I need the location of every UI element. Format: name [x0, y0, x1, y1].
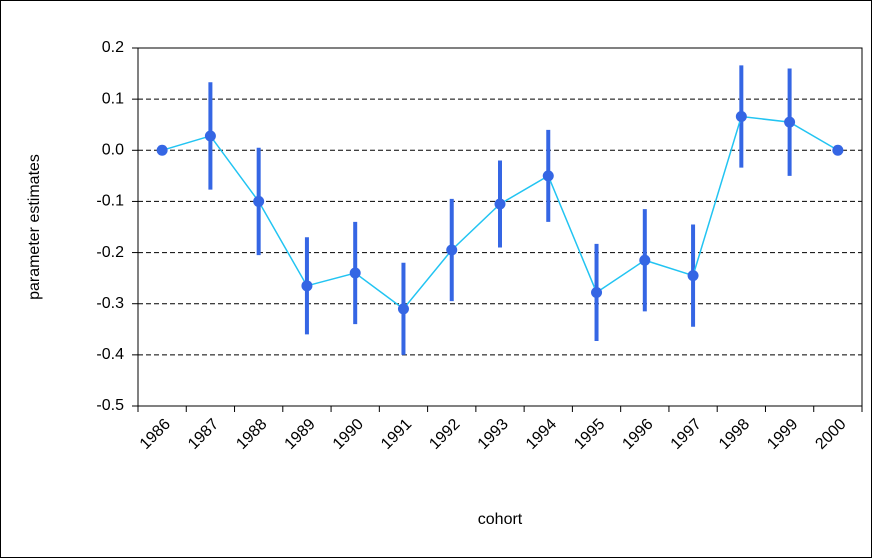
data-point — [446, 244, 458, 256]
data-point — [494, 198, 506, 210]
data-point — [397, 303, 409, 315]
data-point — [542, 170, 554, 182]
y-tick-label: 0.0 — [102, 142, 124, 159]
data-point — [687, 270, 699, 282]
x-axis-title: cohort — [478, 511, 523, 528]
y-tick-label: -0.4 — [96, 346, 124, 363]
y-tick-label: -0.5 — [96, 397, 124, 414]
data-point — [301, 280, 313, 292]
data-point — [639, 254, 651, 266]
data-point — [735, 111, 747, 123]
data-point — [591, 286, 603, 298]
y-axis-title: parameter estimates — [26, 154, 43, 300]
data-point — [349, 267, 361, 279]
y-tick-label: -0.2 — [96, 244, 124, 261]
data-point — [784, 116, 796, 128]
y-tick-label: 0.1 — [102, 90, 124, 107]
data-point — [156, 144, 168, 156]
data-point — [832, 144, 844, 156]
y-tick-label: -0.1 — [96, 193, 124, 210]
y-tick-label: 0.2 — [102, 39, 124, 56]
plot-area — [137, 47, 863, 407]
data-point — [253, 195, 265, 207]
data-point — [204, 130, 216, 142]
y-tick-label: -0.3 — [96, 295, 124, 312]
